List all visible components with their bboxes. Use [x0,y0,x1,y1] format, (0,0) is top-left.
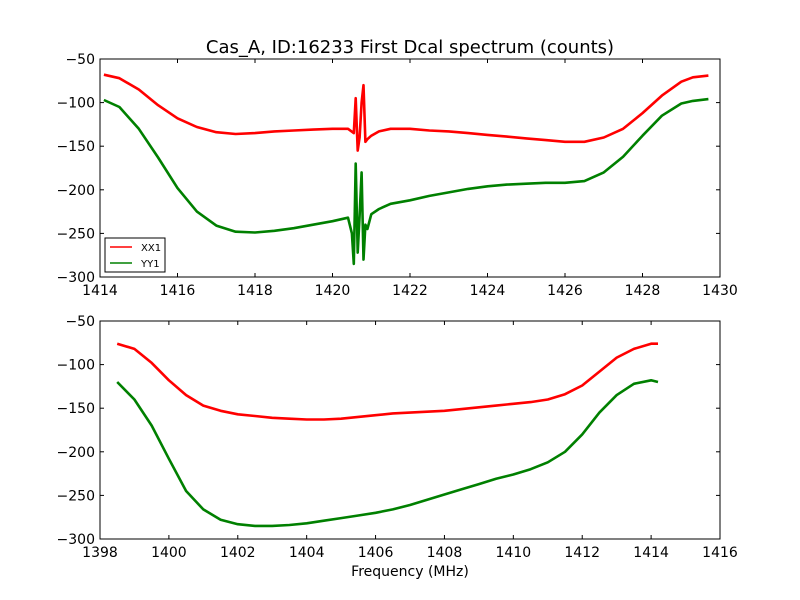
legend-label-xx1: XX1 [141,243,161,254]
bottom-x-tick-label: 1398 [82,545,118,561]
figure-title: Cas_A, ID:16233 First Dcal spectrum (cou… [206,37,614,58]
top-y-tick-label: −50 [65,52,95,68]
top-series-line-xx1 [103,73,709,152]
top-y-tick-label: −150 [57,139,95,155]
legend-box [104,237,166,273]
legend-label-yy1: YY1 [140,259,160,270]
x-axis-label: Frequency (MHz) [351,564,469,580]
bottom-x-tick-label: 1400 [151,545,187,561]
top-panel: 1414 1416 1418 1420 1422 1424 1426 1428 1430 −300… [57,52,738,299]
bottom-x-tick-label: 1416 [702,545,738,561]
top-x-tick-label: 1430 [702,283,738,299]
bottom-x-tick-label: 1402 [220,545,256,561]
top-x-tick-label: 1428 [625,283,661,299]
bottom-x-tick-label: 1404 [289,545,325,561]
bottom-y-tick-label: −100 [57,358,95,374]
bottom-series-line-series-1 [116,378,659,528]
bottom-panel-ticks: 1398 1400 1402 1404 1406 1408 1410 1412 1414 1416… [57,314,738,561]
top-panel-ticks: 1414 1416 1418 1420 1422 1424 1426 1428 1430 −300… [57,52,738,299]
top-y-tick-label: −100 [57,96,95,112]
top-x-tick-label: 1426 [547,283,583,299]
top-y-tick-label: −250 [57,226,95,242]
bottom-y-tick-label: −200 [57,445,95,461]
top-y-tick-label: −300 [57,270,95,286]
bottom-y-tick-label: −150 [57,401,95,417]
legend: XX1 YY1 [104,237,166,273]
bottom-series-line-series-0 [116,342,658,421]
top-x-tick-label: 1422 [392,283,428,299]
bottom-x-tick-label: 1408 [427,545,463,561]
bottom-x-tick-label: 1410 [496,545,532,561]
top-x-tick-label: 1416 [160,283,196,299]
top-panel-frame [99,58,721,278]
bottom-panel-series [116,342,659,528]
bottom-y-tick-label: −50 [65,314,95,330]
bottom-x-tick-label: 1406 [358,545,394,561]
top-x-tick-label: 1420 [315,283,351,299]
bottom-x-tick-label: 1412 [564,545,600,561]
top-x-tick-label: 1418 [237,283,273,299]
bottom-y-tick-label: −300 [57,532,95,548]
top-panel-series [103,73,709,266]
top-y-tick-label: −200 [57,183,95,199]
top-series-line-yy1 [103,97,709,266]
bottom-panel: 1398 1400 1402 1404 1406 1408 1410 1412 1414 1416… [57,314,738,561]
bottom-y-tick-label: −250 [57,488,95,504]
top-x-tick-label: 1414 [82,283,118,299]
bottom-x-tick-label: 1414 [633,545,669,561]
top-x-tick-label: 1424 [470,283,506,299]
